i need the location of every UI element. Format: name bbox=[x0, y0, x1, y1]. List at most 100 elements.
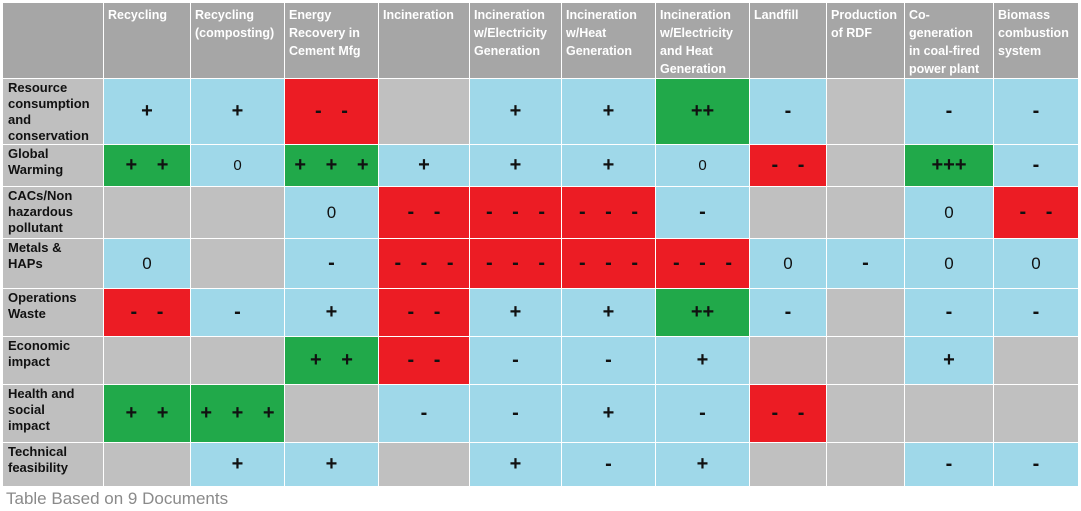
column-header: Landfill bbox=[749, 2, 827, 79]
rating-cell: + bbox=[561, 78, 656, 145]
rating-cell: ++ bbox=[655, 288, 750, 337]
rating-cell bbox=[826, 336, 905, 385]
rating-cell bbox=[749, 442, 827, 487]
rating-cell: + bbox=[284, 288, 379, 337]
rating-cell: + bbox=[904, 336, 994, 385]
rating-cell: 0 bbox=[655, 144, 750, 187]
table-row: Health and social impact + + + + + - - + - - - bbox=[2, 384, 1079, 443]
rating-cell: +++ bbox=[904, 144, 994, 187]
rating-cell: 0 bbox=[284, 186, 379, 239]
rating-cell: 0 bbox=[993, 238, 1079, 289]
rating-cell: - bbox=[284, 238, 379, 289]
rating-cell bbox=[826, 384, 905, 443]
rating-cell: + bbox=[190, 442, 285, 487]
rating-cell bbox=[190, 238, 285, 289]
rating-cell: + + + bbox=[284, 144, 379, 187]
rating-cell: + + bbox=[103, 144, 191, 187]
rating-cell: - bbox=[561, 442, 656, 487]
rating-cell: 0 bbox=[904, 238, 994, 289]
rating-cell: - bbox=[993, 442, 1079, 487]
rating-cell bbox=[749, 186, 827, 239]
impact-matrix-table: Recycling Recycling (composting) Energy Re… bbox=[2, 2, 1079, 487]
rating-cell: + bbox=[561, 288, 656, 337]
rating-cell: + bbox=[469, 78, 562, 145]
rating-cell: - bbox=[826, 238, 905, 289]
column-header: Biomass combustion system bbox=[993, 2, 1079, 79]
table-row: Resource consumption and conservation + + -… bbox=[2, 78, 1079, 145]
rating-cell: 0 bbox=[749, 238, 827, 289]
rating-cell: - bbox=[469, 384, 562, 443]
column-header: Incineration w/Electricity and Heat Gene… bbox=[655, 2, 750, 79]
table-body: Resource consumption and conservation + + -… bbox=[2, 78, 1079, 487]
row-header: Metals & HAPs bbox=[2, 238, 104, 289]
rating-cell: - - bbox=[378, 288, 470, 337]
rating-cell: + bbox=[561, 384, 656, 443]
column-header: Incineration bbox=[378, 2, 470, 79]
column-header: Recycling (composting) bbox=[190, 2, 285, 79]
row-header: Operations Waste bbox=[2, 288, 104, 337]
rating-cell: + bbox=[561, 144, 656, 187]
row-header: Global Warming bbox=[2, 144, 104, 187]
rating-cell: - - - bbox=[378, 238, 470, 289]
rating-cell: + + bbox=[284, 336, 379, 385]
column-header: Co- generation in coal-fired power plant bbox=[904, 2, 994, 79]
rating-cell: - - - bbox=[655, 238, 750, 289]
rating-cell: 0 bbox=[190, 144, 285, 187]
table-header: Recycling Recycling (composting) Energy Re… bbox=[2, 2, 1079, 79]
header-corner bbox=[2, 2, 104, 79]
rating-cell: + bbox=[469, 442, 562, 487]
rating-cell: + + + bbox=[190, 384, 285, 443]
table-row: CACs/Non hazardous pollutant 0- -- - -- -… bbox=[2, 186, 1079, 239]
rating-cell bbox=[826, 442, 905, 487]
rating-cell: - - - bbox=[561, 238, 656, 289]
rating-cell: - - - bbox=[469, 186, 562, 239]
table-row: Operations Waste - - - + - - + + ++ - - - bbox=[2, 288, 1079, 337]
row-header: CACs/Non hazardous pollutant bbox=[2, 186, 104, 239]
column-header: Incineration w/Heat Generation bbox=[561, 2, 656, 79]
rating-cell: ++ bbox=[655, 78, 750, 145]
header-row: Recycling Recycling (composting) Energy Re… bbox=[2, 2, 1079, 79]
rating-cell: - bbox=[749, 78, 827, 145]
rating-cell: - - - bbox=[469, 238, 562, 289]
table-footnote: Table Based on 9 Documents bbox=[6, 489, 229, 508]
rating-cell: - bbox=[749, 288, 827, 337]
rating-cell: - bbox=[655, 384, 750, 443]
rating-cell: + bbox=[378, 144, 470, 187]
column-header: Incineration w/Electricity Generation bbox=[469, 2, 562, 79]
rating-cell bbox=[378, 442, 470, 487]
rating-cell: + bbox=[655, 442, 750, 487]
rating-cell bbox=[378, 78, 470, 145]
row-header: Economic impact bbox=[2, 336, 104, 385]
rating-cell bbox=[284, 384, 379, 443]
table-row: Technical feasibility + + + - + - - bbox=[2, 442, 1079, 487]
rating-cell bbox=[190, 336, 285, 385]
rating-cell: - bbox=[904, 288, 994, 337]
rating-cell bbox=[103, 442, 191, 487]
rating-cell: - bbox=[378, 384, 470, 443]
rating-cell: - bbox=[561, 336, 656, 385]
rating-cell: - - bbox=[378, 186, 470, 239]
rating-cell bbox=[749, 336, 827, 385]
rating-cell bbox=[103, 336, 191, 385]
table-row: Economic impact + + - - - - + + bbox=[2, 336, 1079, 385]
rating-cell: + bbox=[469, 288, 562, 337]
row-header: Technical feasibility bbox=[2, 442, 104, 487]
rating-cell: - bbox=[904, 442, 994, 487]
column-header: Energy Recovery in Cement Mfg bbox=[284, 2, 379, 79]
rating-cell: - - - bbox=[561, 186, 656, 239]
rating-cell: - - bbox=[378, 336, 470, 385]
rating-cell: - bbox=[469, 336, 562, 385]
rating-cell: - - bbox=[284, 78, 379, 145]
rating-cell: - - bbox=[993, 186, 1079, 239]
rating-cell: - - bbox=[749, 384, 827, 443]
rating-cell: + + bbox=[103, 384, 191, 443]
column-header: Recycling bbox=[103, 2, 191, 79]
row-header: Resource consumption and conservation bbox=[2, 78, 104, 145]
rating-cell: - bbox=[904, 78, 994, 145]
column-header: Production of RDF bbox=[826, 2, 905, 79]
rating-cell: - bbox=[190, 288, 285, 337]
rating-cell bbox=[993, 384, 1079, 443]
rating-cell: - - bbox=[749, 144, 827, 187]
rating-cell: - bbox=[655, 186, 750, 239]
